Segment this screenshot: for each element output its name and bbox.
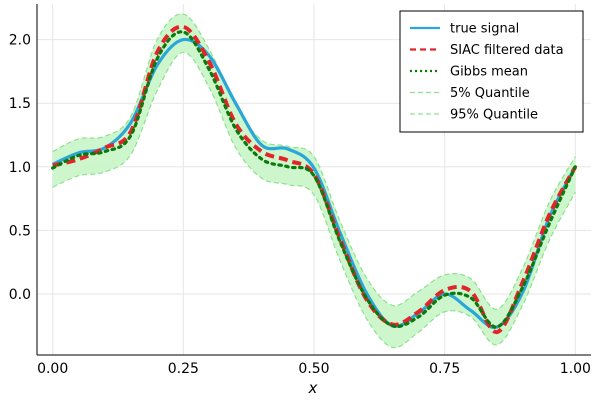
quantile-band-fill: [52, 13, 576, 348]
x-tick-label: 1.00: [560, 361, 591, 377]
legend-label: 5% Quantile: [450, 86, 530, 101]
y-tick-label: 1.5: [9, 96, 31, 112]
y-tick-label: 1.0: [9, 160, 31, 176]
series-line-siac-filtered-data: [52, 24, 578, 335]
y-tick-label: 0.0: [9, 287, 31, 303]
axes: [36, 4, 591, 356]
quantile-band: [52, 13, 576, 348]
series-line-5-quantile: [52, 51, 576, 349]
legend: true signal SIAC filtered data Gibbs mean 5…: [399, 10, 584, 133]
x-tick-label: 0.25: [168, 361, 199, 377]
legend-label: 95% Quantile: [450, 108, 538, 123]
series-line-gibbs-mean: [51, 30, 577, 329]
legend-label: true signal: [450, 22, 519, 37]
x-tick-label: 0.00: [37, 361, 68, 377]
tick-labels: 0.00 0.25 0.50 0.75 1.00 0.0 0.5 1.0 1.5 2.0: [9, 33, 591, 377]
x-tick-label: 0.50: [298, 361, 329, 377]
y-tick-label: 2.0: [9, 33, 31, 49]
legend-box: [399, 10, 584, 133]
legend-label: SIAC filtered data: [450, 43, 564, 58]
x-tick-label: 0.75: [429, 361, 460, 377]
y-tick-label: 0.5: [9, 223, 31, 239]
legend-label: Gibbs mean: [450, 65, 528, 80]
series-layer: [51, 13, 578, 349]
x-axis-title: x: [308, 379, 318, 397]
